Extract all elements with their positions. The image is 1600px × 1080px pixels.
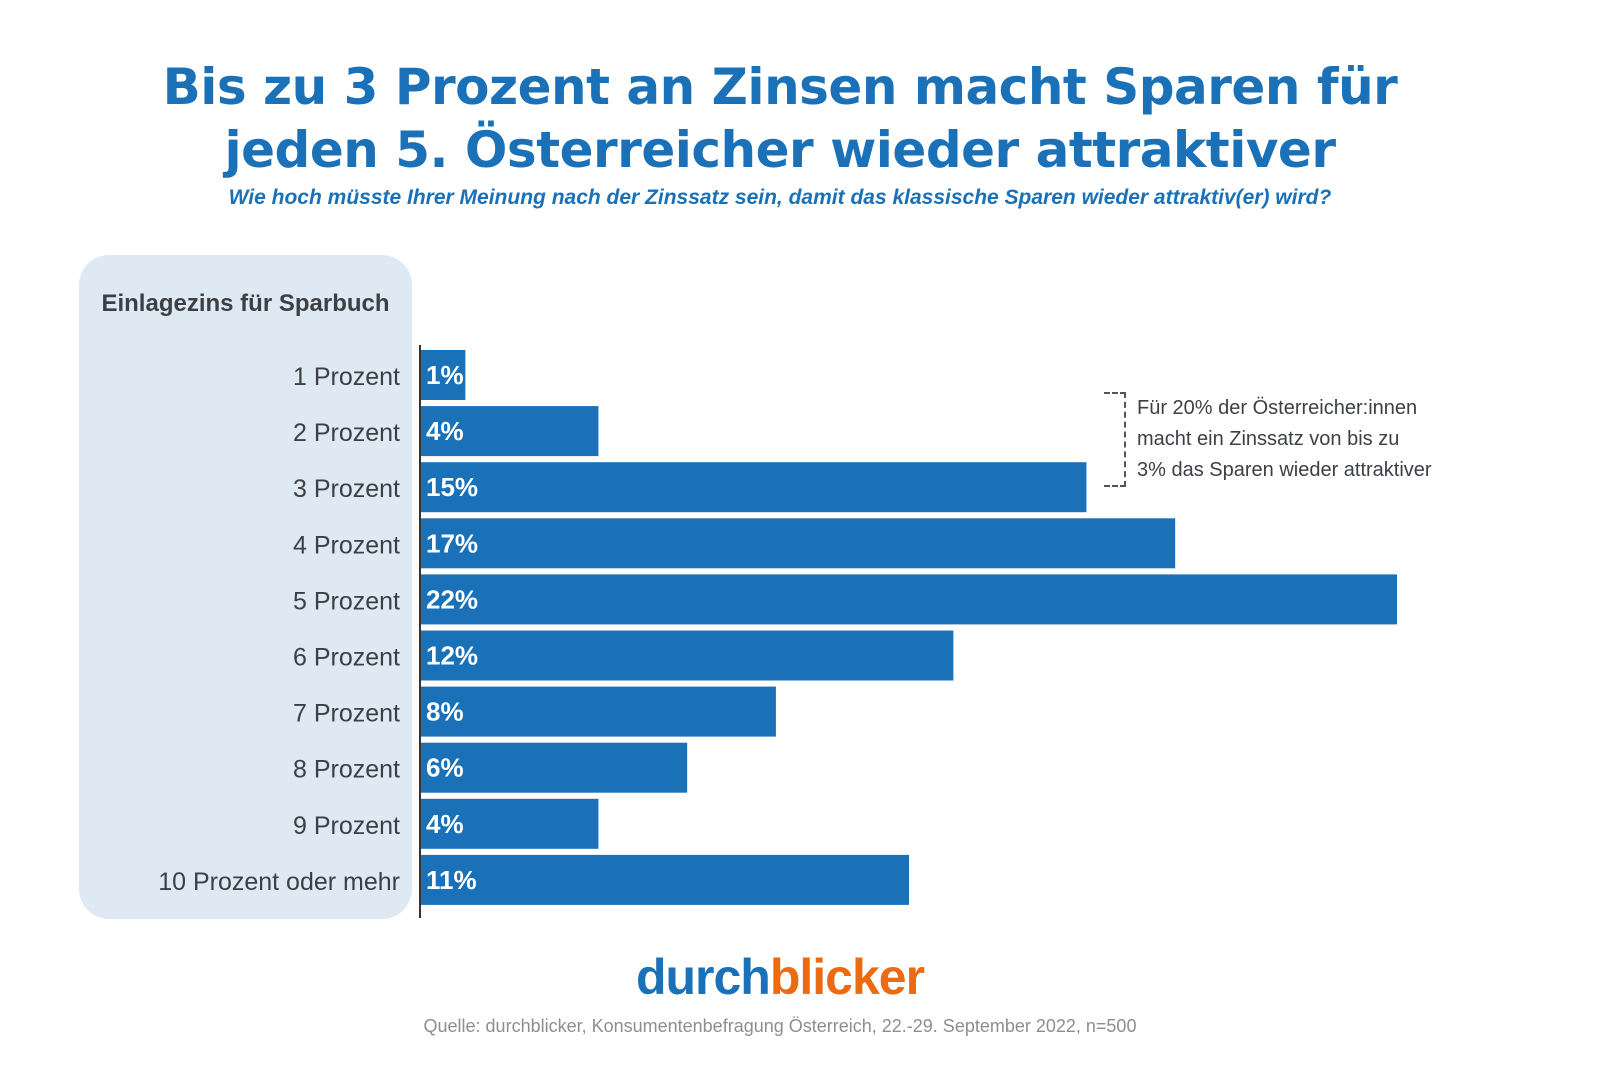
category-label: 10 Prozent oder mehr [158,868,400,896]
bar-8 [421,742,688,793]
category-label-panel [79,255,412,919]
bar-value-label: 8% [426,697,464,727]
bars-group: 1% 1 Prozent 4% 2 Prozent 15% 3 Prozent 17% 4 P… [158,350,1397,905]
source-note: Quelle: durchblicker, Konsumentenbefragu… [423,1016,1137,1036]
logo-part-blicker: blicker [769,949,925,1005]
annotation-bracket [1104,392,1126,487]
category-label: 5 Prozent [293,587,400,615]
bar-value-label: 15% [426,472,478,502]
category-label: 7 Prozent [293,700,400,728]
bar-value-label: 1% [426,360,464,390]
annotation-line-2: macht ein Zinssatz von bis zu [1137,428,1400,450]
category-label: 9 Prozent [293,812,400,840]
bar-4 [421,518,1176,569]
bar-value-label: 17% [426,528,478,558]
bar-value-label: 12% [426,641,478,671]
category-label: 2 Prozent [293,419,400,447]
bar-5 [421,574,1397,625]
category-label: 3 Prozent [293,475,400,503]
logo-part-durch: durch [635,949,771,1005]
bar-value-label: 4% [426,416,464,446]
bar-value-label: 4% [426,809,464,839]
chart-title: Bis zu 3 Prozent an Zinsen macht Sparen … [0,56,1560,182]
bar-6 [421,630,954,681]
bar-3 [421,462,1087,513]
bar-value-label: 22% [426,584,478,614]
category-label: 8 Prozent [293,756,400,784]
bar-7 [421,686,776,737]
bar-value-label: 11% [426,865,477,895]
category-label: 4 Prozent [293,531,400,559]
annotation-line-3: 3% das Sparen wieder attraktiver [1137,459,1432,481]
durchblicker-logo: durchblicker [0,948,1560,1006]
category-label: 1 Prozent [293,363,400,391]
chart-subtitle: Wie hoch müsste Ihrer Meinung nach der Z… [228,186,1332,209]
bar-value-label: 6% [426,753,464,783]
annotation-text: Für 20% der Österreicher:innen macht ein… [1137,393,1517,486]
bar-10 [421,854,909,905]
title-line-2: jeden 5. Österreicher wieder attraktiver [224,121,1336,179]
category-axis-title: Einlagezins für Sparbuch [101,290,390,317]
annotation-line-1: Für 20% der Österreicher:innen [1137,397,1418,419]
title-line-1: Bis zu 3 Prozent an Zinsen macht Sparen … [162,58,1398,116]
bar-1 [421,350,466,400]
bar-9 [421,798,599,849]
category-label: 6 Prozent [293,644,400,672]
bar-2 [421,406,599,457]
